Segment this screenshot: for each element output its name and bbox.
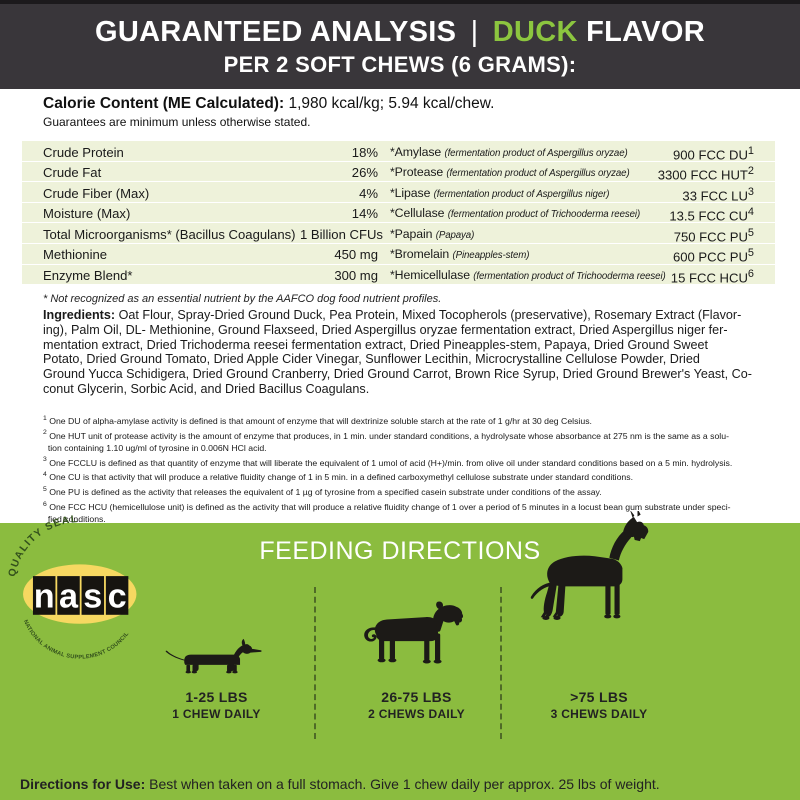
svg-text:NATIONAL ANIMAL SUPPLEMENT COU: NATIONAL ANIMAL SUPPLEMENT COUNCIL <box>22 619 131 661</box>
svg-text:s: s <box>83 578 102 616</box>
svg-text:n: n <box>34 578 55 616</box>
svg-text:c: c <box>108 578 127 616</box>
svg-text:a: a <box>59 578 79 616</box>
